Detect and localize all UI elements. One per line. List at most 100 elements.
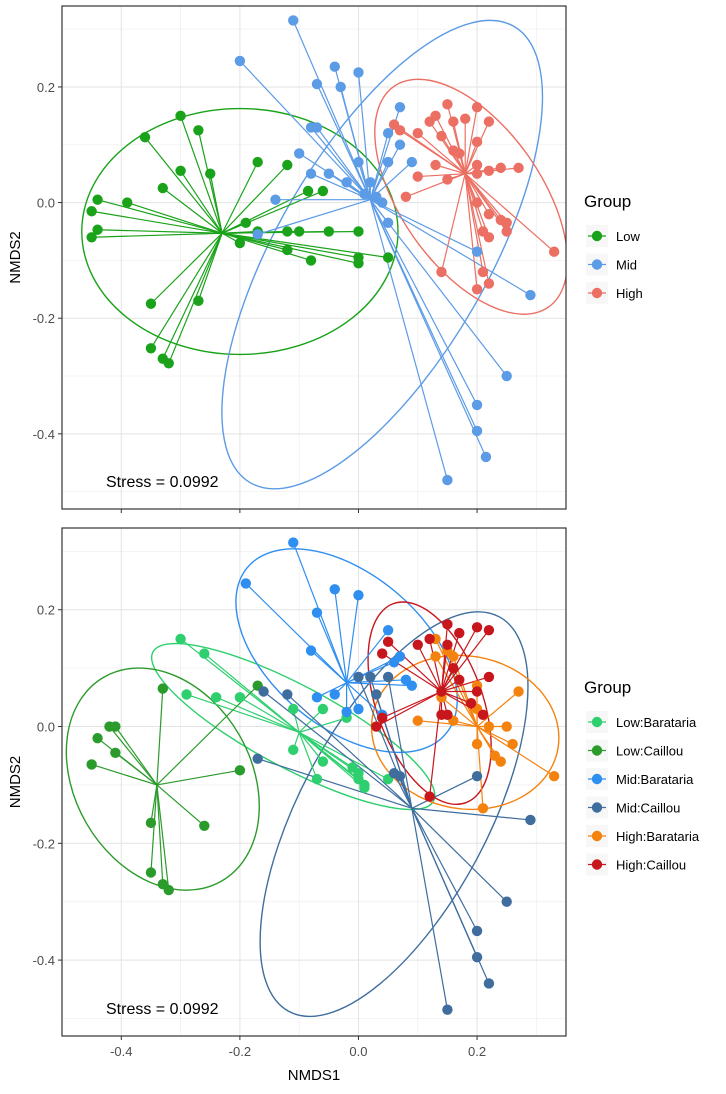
- spider-line-mid-barataria: [346, 629, 389, 684]
- data-point-low: [323, 226, 335, 237]
- data-point-low-caillou: [110, 721, 121, 732]
- data-point-mid-barataria: [329, 689, 340, 700]
- data-point-low: [305, 255, 317, 266]
- data-point-mid-caillou: [483, 978, 495, 989]
- data-point-low-caillou: [145, 867, 157, 878]
- spider-line-high: [464, 141, 478, 174]
- data-point-high-barataria: [471, 738, 483, 750]
- spider-line-mid-caillou: [257, 758, 413, 809]
- data-point-high-barataria: [430, 651, 441, 662]
- spider-line-mid-caillou: [411, 808, 449, 1010]
- data-point-high-barataria: [548, 770, 560, 782]
- data-point-low: [282, 159, 293, 171]
- data-point-mid-barataria: [353, 589, 364, 601]
- spider-line-high-caillou: [375, 690, 442, 728]
- spider-line-mid: [310, 127, 371, 201]
- data-point-high: [400, 191, 412, 202]
- spider-line-mid: [370, 199, 478, 253]
- spider-line-high-caillou: [417, 644, 443, 692]
- spider-line-mid: [292, 20, 371, 200]
- data-point-high: [471, 168, 483, 179]
- legend-label-low-barataria: Low:Barataria: [616, 715, 697, 730]
- spider-line-high: [464, 173, 490, 284]
- spider-line-mid-barataria: [316, 682, 347, 698]
- data-point-high: [471, 136, 483, 148]
- spider-line-high-barataria: [476, 691, 519, 727]
- spider-line-mid: [369, 199, 508, 377]
- spider-line-mid-barataria: [310, 650, 348, 684]
- data-point-high-caillou: [371, 721, 382, 732]
- data-point-mid: [305, 168, 317, 179]
- legend-label-high-barataria: High:Barataria: [616, 829, 700, 844]
- data-point-mid: [480, 451, 492, 463]
- stress-annotation: Stress = 0.0992: [106, 1001, 219, 1018]
- data-point-mid: [471, 425, 483, 437]
- data-point-low-caillou: [145, 817, 157, 829]
- spider-line-high: [464, 107, 478, 174]
- spider-line-low-caillou: [150, 784, 158, 873]
- data-point-low: [193, 295, 204, 307]
- data-point-mid: [341, 177, 352, 188]
- data-point-mid-caillou: [371, 689, 382, 700]
- spider-line-low: [162, 232, 223, 359]
- data-point-high-caillou: [454, 674, 465, 686]
- spider-line-high-caillou: [441, 629, 490, 692]
- data-point-mid: [353, 156, 364, 168]
- data-point-mid-barataria: [305, 645, 317, 656]
- spider-line-high-caillou: [381, 690, 442, 719]
- data-point-mid: [365, 177, 376, 188]
- spider-line-low-caillou: [156, 769, 240, 786]
- data-point-high-barataria: [412, 715, 423, 726]
- data-point-mid: [293, 148, 305, 159]
- spider-line-mid: [369, 133, 389, 200]
- spider-line-mid-caillou: [357, 676, 413, 809]
- legend-label-mid-caillou: Mid:Caillou: [616, 801, 680, 816]
- data-point-high-barataria: [501, 721, 512, 732]
- data-point-mid-caillou: [282, 689, 293, 700]
- data-point-low: [86, 232, 97, 243]
- data-point-low: [302, 185, 314, 197]
- spider-line-low: [150, 232, 223, 305]
- data-point-high-caillou: [483, 671, 495, 683]
- spider-line-mid: [369, 199, 487, 458]
- data-point-low: [175, 110, 186, 122]
- data-point-mid: [501, 370, 512, 382]
- spider-line-mid-barataria: [346, 682, 412, 687]
- data-point-low-caillou: [110, 747, 121, 759]
- ellipse-mid-caillou: [259, 611, 529, 1018]
- ellipse-low: [81, 107, 399, 356]
- data-point-high: [430, 110, 441, 122]
- data-point-mid-barataria: [288, 537, 299, 548]
- y-axis-title: NMDS2: [7, 756, 24, 809]
- panel-border: [61, 5, 567, 510]
- data-point-low: [122, 197, 133, 208]
- spider-line-low: [180, 170, 223, 234]
- legend: Group Low Mid High: [584, 192, 643, 304]
- data-point-low: [92, 224, 103, 235]
- spider-line-mid: [239, 60, 371, 201]
- spider-line-high-barataria: [476, 726, 555, 777]
- spider-line-high-caillou: [429, 691, 443, 797]
- data-point-high-barataria: [507, 738, 518, 750]
- spider-line-high: [405, 173, 466, 198]
- spider-line-low: [127, 202, 223, 234]
- data-point-mid: [311, 122, 323, 133]
- data-point-high: [430, 159, 441, 171]
- spider-line-mid-caillou: [411, 775, 478, 809]
- data-point-high: [471, 197, 483, 208]
- data-point-high: [412, 171, 423, 182]
- data-point-high-caillou: [483, 624, 495, 636]
- spider-line-mid-barataria: [346, 679, 406, 684]
- ellipse-low-barataria: [150, 642, 436, 811]
- data-point-high: [471, 101, 483, 113]
- spider-line-high: [464, 173, 478, 290]
- data-point-mid: [252, 229, 263, 240]
- data-point-high-barataria: [477, 803, 489, 814]
- data-point-mid-caillou: [353, 671, 364, 683]
- data-point-mid: [270, 194, 281, 205]
- legend-swatch-high: [591, 287, 603, 299]
- spider-line-low: [162, 187, 223, 234]
- data-point-mid: [382, 156, 394, 168]
- spider-line-mid-barataria: [346, 682, 383, 716]
- data-point-mid: [359, 188, 370, 200]
